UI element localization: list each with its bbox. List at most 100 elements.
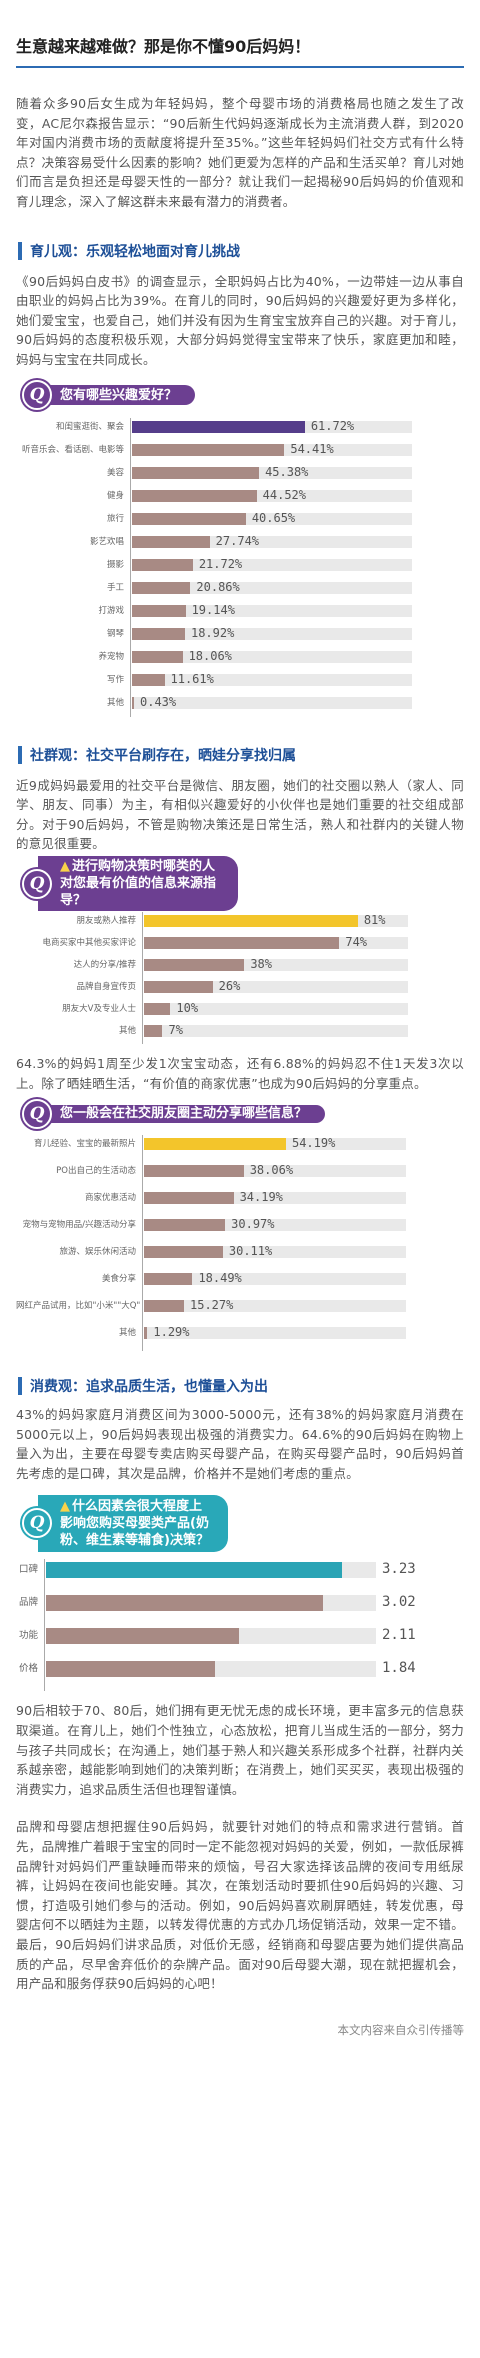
section-title: 育儿观：乐观轻松地面对育儿挑战 [30, 243, 240, 260]
bar-label: 钢琴 [106, 628, 124, 639]
chart-question: ▲ 进行购物决策时哪类的人对您最有价值的信息来源指导？ [38, 856, 238, 912]
bar-track [132, 581, 412, 594]
chart-question-banner: Q ▲ 进行购物决策时哪类的人对您最有价值的信息来源指导？ [16, 856, 464, 912]
bar-track [132, 443, 412, 456]
bar-label: 育儿经验、宝宝的最新照片 [33, 1139, 136, 1150]
question-icon: Q [22, 1099, 52, 1130]
social-paragraph-2: 64.3%的妈妈1周至少发1次宝宝动态，还有6.88%的妈妈忍不住1天发3次以上… [16, 1055, 464, 1091]
bar-label: 功能 [18, 1630, 38, 1642]
bar [132, 535, 210, 548]
bar-label: 旅游、娱乐休闲活动 [59, 1247, 136, 1258]
bar-value-label: 81% [363, 912, 386, 927]
chart-row: 健身 44.52% [16, 487, 464, 503]
bar-label: 健身 [106, 490, 124, 501]
bar [144, 1300, 184, 1313]
chart-bars: 口碑 3.23 品牌 3.02 功能 2.11 价格 1.84 [16, 1559, 464, 1692]
chart-question-banner: Q 您一般会在社交朋友圈主动分享哪些信息？ [16, 1099, 464, 1130]
bar-label: 美食分享 [101, 1274, 136, 1285]
chart-bars: 和闺蜜逛街、聚会 61.72% 听音乐会、看话剧、电影等 54.41% 美容 45.38%… [16, 417, 464, 718]
bar [46, 1661, 215, 1678]
chart-row: 其他 1.29% [16, 1325, 464, 1340]
bar-value-label: 18.92% [190, 625, 235, 640]
bar-track [132, 673, 412, 686]
section-heading-social: 社群观：社交平台刷存在，晒娃分享找归属 [16, 742, 464, 768]
bar [144, 1246, 223, 1259]
bar-value-label: 3.02 [382, 1594, 416, 1611]
bar-value-label: 34.19% [239, 1190, 283, 1205]
section-title: 消费观：追求品质生活，也懂量入为出 [30, 1379, 268, 1396]
bar-value-label: 3.23 [382, 1561, 416, 1578]
chart-bars: 育儿经验、宝宝的最新照片 54.19% PO出自己的生活动态 38.06% 商家优惠活动… [16, 1135, 464, 1355]
bar-value-label: 21.72% [198, 556, 243, 571]
bar-label: 养宠物 [98, 651, 124, 662]
bar [132, 558, 193, 571]
bar-value-label: 74% [345, 934, 368, 949]
bar [144, 1165, 244, 1178]
chart-row: 电商买家中其他买家评论 74% [16, 934, 464, 950]
bar-value-label: 19.14% [191, 602, 235, 617]
bar-value-label: 44.52% [262, 487, 306, 502]
chart-row: 美容 45.38% [16, 465, 464, 480]
chart-row: 功能 2.11 [16, 1627, 464, 1645]
bar [132, 420, 305, 433]
bar [132, 581, 191, 594]
chart-axis [142, 1135, 143, 1352]
bar-label: 品牌 [18, 1597, 38, 1609]
chart-bars: 朋友或熟人推荐 81% 电商买家中其他买家评论 74% 达人的分享/推荐 38% 品牌自身宣… [16, 911, 464, 1046]
chart-title: 什么因素会很大程度上影响您购买母婴类产品(奶粉、维生素等辅食)决策？ [60, 1498, 209, 1548]
chart-row: 打游戏 19.14% [16, 602, 464, 618]
bar-label: 影艺欢唱 [89, 536, 124, 547]
bar [132, 604, 186, 617]
chart-share-content: Q 您一般会在社交朋友圈主动分享哪些信息？ 育儿经验、宝宝的最新照片 54.19%… [16, 1099, 464, 1355]
chart-row: 其他 7% [16, 1023, 464, 1038]
bar [132, 466, 260, 479]
bar-value-label: 40.65% [251, 510, 296, 525]
bar-value-label: 54.41% [290, 441, 334, 456]
bar-track [144, 1246, 406, 1259]
section-heading-parenting: 育儿观：乐观轻松地面对育儿挑战 [16, 238, 464, 264]
bar-label: 网红产品试用，比如"小米""大Q" [16, 1301, 141, 1312]
bar [132, 443, 285, 456]
bar [144, 958, 245, 971]
page-title: 生意越来越难做？那是你不懂90后妈妈！ [16, 37, 311, 56]
chart-row: 网红产品试用，比如"小米""大Q" 15.27% [16, 1298, 464, 1313]
bar-value-label: 18.49% [198, 1271, 242, 1286]
bar-label: 达人的分享/推荐 [73, 959, 136, 970]
chart-info-sources: Q ▲ 进行购物决策时哪类的人对您最有价值的信息来源指导？ 朋友或熟人推荐 81% 电… [16, 856, 464, 1046]
bar [46, 1595, 323, 1612]
section-marker [18, 1377, 22, 1396]
chart-row: 手工 20.86% [16, 579, 464, 595]
bar [132, 673, 165, 686]
bar-track [132, 627, 412, 640]
chart-row: 达人的分享/推荐 38% [16, 956, 464, 972]
bar-track [132, 420, 412, 433]
chart-title: 您有哪些兴趣爱好？ [60, 387, 178, 403]
section-marker [18, 241, 22, 260]
bar-value-label: 20.86% [196, 579, 240, 594]
bar-track [132, 696, 412, 709]
bar [132, 627, 185, 640]
bar [132, 512, 246, 525]
chart-row: 听音乐会、看话剧、电影等 54.41% [16, 441, 464, 457]
parenting-paragraph: 《90后妈妈白皮书》的调查显示，全职妈妈占比为40%，一边带娃一边从事自由职业的… [16, 273, 464, 367]
bar [132, 696, 134, 709]
bar-track [144, 1219, 406, 1232]
bar [144, 936, 340, 949]
bar-value-label: 11.61% [170, 671, 214, 686]
chart-row: 美食分享 18.49% [16, 1271, 464, 1286]
title-divider [16, 66, 464, 68]
bar-label: PO出自己的生活动态 [56, 1166, 136, 1177]
social-paragraph-1: 近9成妈妈最爱用的社交平台是微信、朋友圈，她们的社交圈以熟人（家人、同学、朋友、… [16, 777, 464, 852]
bar-track [144, 958, 408, 971]
bar-value-label: 2.11 [382, 1627, 416, 1644]
consumption-paragraph-3: 品牌和母婴店想把握住90后妈妈，就要针对她们的特点和需求进行营销。首先，品牌推广… [16, 1819, 464, 1992]
bar-label: 其他 [118, 1025, 136, 1036]
bar [144, 1219, 226, 1232]
chart-row: 摄影 21.72% [16, 556, 464, 572]
bar-value-label: 38% [250, 956, 272, 971]
bar-value-label: 38.06% [249, 1163, 294, 1178]
chart-axis [130, 417, 131, 717]
bar-label: 电商买家中其他买家评论 [42, 937, 136, 948]
bar-value-label: 30.11% [228, 1244, 273, 1259]
chart-row: 育儿经验、宝宝的最新照片 54.19% [16, 1136, 464, 1151]
